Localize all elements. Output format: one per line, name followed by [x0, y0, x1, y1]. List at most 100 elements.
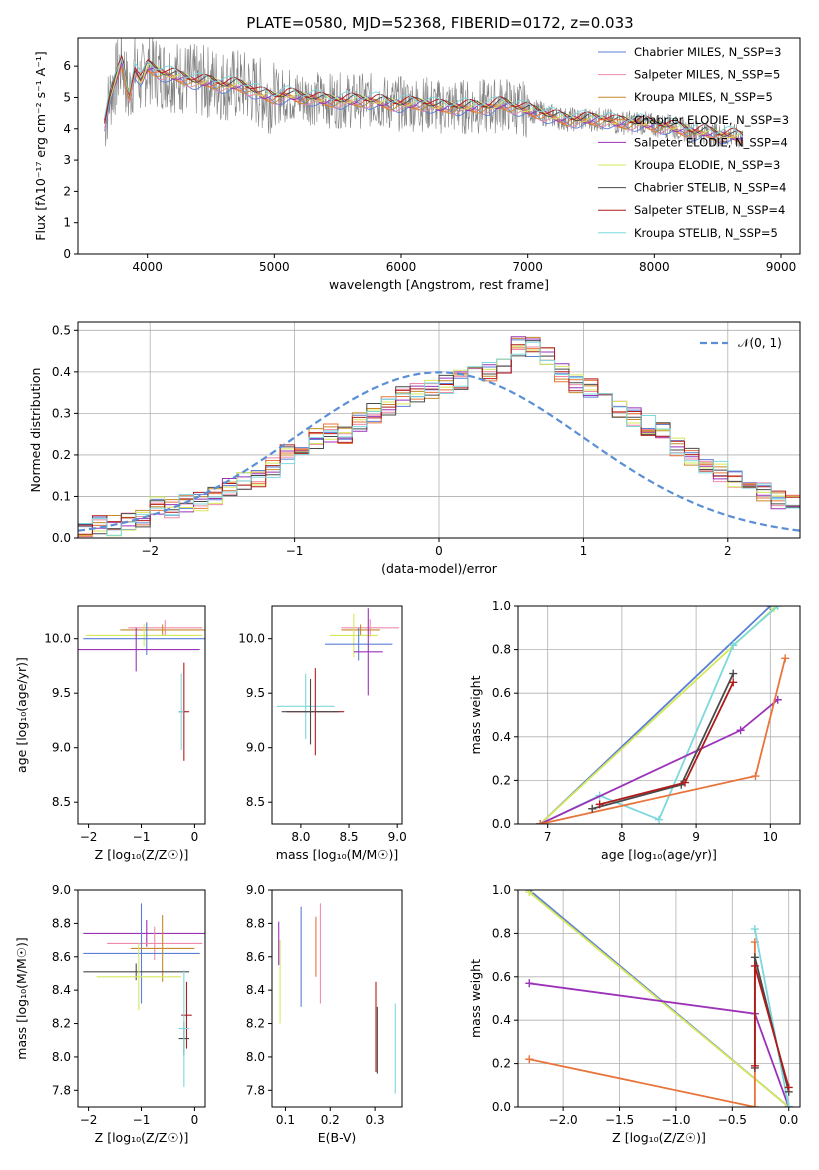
x-tick-label: 9	[692, 830, 700, 844]
y-tick-label: 4	[63, 122, 71, 136]
y-tick-label: 0.8	[492, 926, 511, 940]
y-tick-label: 0.3	[52, 406, 71, 420]
x-tick-label: 0	[191, 830, 199, 844]
model-line-8	[104, 57, 744, 138]
y-axis-label: mass [log₁₀(M/M☉)]	[14, 937, 29, 1059]
point-marker	[729, 678, 738, 687]
massweight-vs-Z-panel: −2.0 −1.5 −1.0 −0.5 0.0 0.0 0.2 0.4 0.6 0.8 1.0 Z […	[468, 883, 801, 1145]
point-marker	[536, 820, 545, 824]
y-tick-label: 8.5	[52, 795, 71, 809]
axes-frame	[517, 889, 801, 1108]
x-tick-label: −2	[80, 1113, 98, 1127]
x-tick-label: 6000	[386, 260, 417, 274]
y-tick-label: 7.8	[52, 1083, 71, 1097]
point-marker	[750, 953, 759, 962]
y-tick-label: 6	[63, 59, 71, 73]
point-marker	[729, 641, 738, 650]
y-tick-label: 0.5	[52, 323, 71, 337]
plot-area: 4000 5000 6000 7000 8000 90000123456wavelengt…	[14, 37, 801, 1145]
y-tick-label: 1.0	[492, 599, 511, 613]
x-tick-label: −1	[133, 830, 151, 844]
point-marker	[588, 804, 597, 813]
x-axis-label: age [log₁₀(age/yr)]	[601, 847, 717, 862]
y-tick-label: 8.4	[246, 983, 265, 997]
spectrum-marks	[104, 38, 744, 148]
y-tick-label: 9.5	[52, 686, 71, 700]
y-tick-label: 1	[63, 216, 71, 230]
y-tick-label: 10.0	[44, 632, 71, 646]
axes-frame	[517, 605, 801, 825]
x-tick-label: 0.0	[779, 1113, 798, 1127]
y-tick-label: 3	[63, 153, 71, 167]
x-tick-label: 10	[763, 830, 778, 844]
y-tick-label: 8.2	[246, 1017, 265, 1031]
y-tick-label: 0.2	[52, 448, 71, 462]
y-tick-label: 0.2	[492, 773, 511, 787]
mass-vs-Z-panel: −2 −1 0 7.8 8.0 8.2 8.4 8.6 8.8 9.0 Z [log₁₀(Z/Z☉)…	[14, 883, 206, 1145]
x-tick-label: 8000	[639, 260, 670, 274]
x-tick-label: 0.1	[276, 1113, 295, 1127]
point-marker	[729, 669, 738, 678]
mass-vs-EBV-panel: 0.1 0.2 0.3 7.8 8.0 8.2 8.4 8.6 8.8 9.0 E(B-V)	[246, 883, 403, 1145]
x-tick-label: −1	[286, 544, 304, 558]
y-tick-label: 8.0	[246, 1050, 265, 1064]
x-tick-label: 9.0	[388, 830, 407, 844]
legend-label: Kroupa STELIB, N_SSP=5	[634, 226, 778, 240]
y-tick-label: 8.8	[52, 916, 71, 930]
y-tick-label: 0.0	[492, 817, 511, 831]
y-tick-label: 9.0	[246, 741, 265, 755]
x-axis-label: mass [log₁₀(M/M☉)]	[276, 847, 398, 862]
mass-weight-line-1	[528, 891, 790, 1107]
y-tick-label: 8.6	[246, 950, 265, 964]
x-tick-label: −2	[141, 544, 159, 558]
histogram-step-2	[78, 336, 800, 527]
mass-vs-EBV-marks	[278, 903, 396, 1094]
histogram-step-8	[78, 341, 800, 536]
y-tick-label: 8.6	[52, 950, 71, 964]
residuals-marks	[78, 336, 800, 538]
y-tick-label: 7.8	[246, 1083, 265, 1097]
x-tick-label: −2	[80, 830, 98, 844]
x-tick-label: 0	[435, 544, 443, 558]
mass-vs-Z-marks	[83, 903, 205, 1087]
x-tick-label: 7000	[512, 260, 543, 274]
histogram-step-6	[78, 340, 800, 535]
x-tick-label: −1	[133, 1113, 151, 1127]
model-line-0	[104, 61, 744, 145]
x-tick-label: 0.2	[321, 1113, 340, 1127]
figure-title: PLATE=0580, MJD=52368, FIBERID=0172, z=0…	[246, 14, 633, 32]
y-tick-label: 0.0	[492, 1100, 511, 1114]
point-marker	[680, 778, 689, 787]
legend-label: Chabrier MILES, N_SSP=3	[634, 45, 781, 59]
y-axis-label: mass weight	[468, 959, 483, 1038]
point-marker	[781, 654, 790, 663]
y-tick-label: 0.2	[492, 1057, 511, 1071]
y-tick-label: 0.4	[492, 1013, 511, 1027]
y-axis-label: mass weight	[468, 675, 483, 754]
y-tick-label: 0.6	[492, 686, 511, 700]
y-tick-label: 2	[63, 184, 71, 198]
x-axis-label: Z [log₁₀(Z/Z☉)]	[95, 847, 189, 862]
point-marker	[751, 772, 760, 781]
axes-frame	[271, 605, 403, 825]
legend-label: 𝒩(0, 1)	[738, 336, 782, 350]
x-tick-label: −0.5	[718, 1113, 747, 1127]
y-tick-label: 0	[63, 247, 71, 261]
y-tick-label: 0.4	[52, 365, 71, 379]
x-tick-label: −2.0	[549, 1113, 578, 1127]
x-axis-label: E(B-V)	[318, 1130, 357, 1145]
mass-weight-line-3	[539, 699, 779, 824]
model-line-7	[104, 55, 744, 136]
age-vs-mass-panel: 8.0 8.5 9.0 8.5 9.0 9.5 10.0 mass [log₁₀(M/M☉)]	[238, 605, 407, 862]
y-tick-label: 5	[63, 90, 71, 104]
x-tick-label: 0.3	[366, 1113, 385, 1127]
massweight-vs-age-panel: 7 8 9 10 0.0 0.2 0.4 0.6 0.8 1.0 age [log₁₀(age/yr…	[468, 599, 801, 862]
x-tick-label: 8.0	[291, 830, 310, 844]
legend-label: Salpeter MILES, N_SSP=5	[634, 68, 780, 82]
y-tick-label: 0.6	[492, 970, 511, 984]
histogram-step-5	[78, 345, 800, 537]
point-marker	[736, 726, 745, 735]
residuals-panel: −2 −1 0 1 2 0.0 0.1 0.2 0.3 0.4 0.5 (data-model)/er…	[28, 321, 801, 576]
x-tick-label: 0	[191, 1113, 199, 1127]
